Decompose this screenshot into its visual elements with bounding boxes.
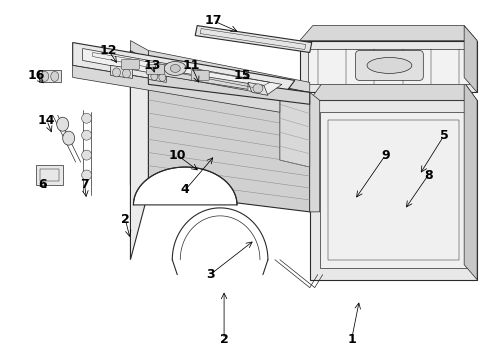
Text: 16: 16	[27, 69, 45, 82]
FancyBboxPatch shape	[122, 59, 140, 69]
Polygon shape	[310, 92, 319, 212]
Ellipse shape	[82, 150, 92, 160]
FancyBboxPatch shape	[356, 50, 423, 80]
Polygon shape	[300, 41, 477, 92]
Ellipse shape	[367, 58, 412, 73]
Ellipse shape	[51, 71, 59, 81]
Ellipse shape	[57, 117, 69, 131]
Polygon shape	[148, 71, 310, 104]
Text: 15: 15	[233, 69, 251, 82]
Polygon shape	[148, 60, 310, 212]
Text: 2: 2	[121, 213, 130, 226]
Text: 11: 11	[182, 59, 200, 72]
FancyBboxPatch shape	[191, 71, 209, 80]
Polygon shape	[148, 71, 166, 82]
Ellipse shape	[122, 69, 130, 78]
Text: 7: 7	[80, 179, 89, 192]
Text: 14: 14	[38, 114, 55, 127]
Polygon shape	[308, 49, 469, 84]
Polygon shape	[39, 71, 61, 82]
Ellipse shape	[164, 62, 186, 75]
Text: 9: 9	[381, 149, 390, 162]
Ellipse shape	[41, 71, 49, 81]
Polygon shape	[319, 112, 467, 268]
Ellipse shape	[159, 73, 166, 81]
Polygon shape	[36, 165, 63, 185]
Ellipse shape	[82, 130, 92, 140]
Ellipse shape	[151, 72, 158, 80]
Polygon shape	[464, 82, 477, 280]
Ellipse shape	[82, 113, 92, 123]
Polygon shape	[83, 49, 282, 94]
Polygon shape	[130, 50, 148, 192]
Text: 5: 5	[440, 129, 449, 142]
Polygon shape	[464, 26, 477, 92]
Polygon shape	[195, 26, 312, 53]
Polygon shape	[300, 26, 477, 41]
Polygon shape	[148, 67, 248, 89]
Polygon shape	[148, 50, 310, 92]
Ellipse shape	[171, 64, 180, 72]
Polygon shape	[130, 50, 148, 260]
Text: 2: 2	[220, 333, 228, 346]
Polygon shape	[111, 66, 132, 78]
Ellipse shape	[82, 170, 92, 180]
Polygon shape	[73, 42, 295, 100]
Polygon shape	[310, 100, 477, 280]
Text: 17: 17	[204, 14, 222, 27]
Polygon shape	[73, 66, 280, 112]
Text: 13: 13	[144, 59, 161, 72]
Text: 1: 1	[347, 333, 356, 346]
Polygon shape	[280, 90, 310, 167]
Text: 8: 8	[424, 168, 433, 181]
Text: 4: 4	[181, 184, 190, 197]
Ellipse shape	[63, 131, 74, 145]
Text: 12: 12	[100, 44, 117, 57]
Text: 6: 6	[39, 179, 47, 192]
Ellipse shape	[113, 68, 121, 77]
Polygon shape	[133, 167, 237, 205]
Text: 3: 3	[206, 268, 215, 281]
Text: 10: 10	[169, 149, 186, 162]
Polygon shape	[248, 82, 268, 95]
FancyBboxPatch shape	[147, 64, 164, 75]
Polygon shape	[310, 82, 477, 100]
Polygon shape	[130, 41, 148, 60]
Ellipse shape	[253, 84, 263, 93]
